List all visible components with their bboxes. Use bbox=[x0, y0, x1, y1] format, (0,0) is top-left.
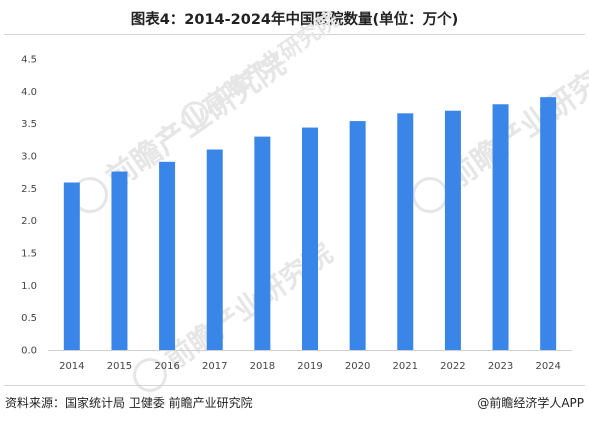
watermark-text: 前瞻产业研究院 bbox=[440, 47, 589, 196]
y-tick-label: 3.0 bbox=[21, 152, 37, 163]
x-axis: 2014 2015 2016 2017 2018 2019 2020 2021 2022 2023… bbox=[59, 361, 561, 372]
credit-note: @前瞻经济学人APP bbox=[477, 396, 584, 410]
y-tick-label: 0.0 bbox=[21, 346, 37, 357]
bar-2016 bbox=[159, 161, 176, 350]
source-note: 资料来源：国家统计局 卫健委 前瞻产业研究院 bbox=[5, 396, 253, 410]
bar-2019 bbox=[302, 127, 318, 350]
x-tick-label: 2018 bbox=[250, 361, 275, 372]
x-tick-label: 2016 bbox=[154, 361, 179, 372]
y-tick-label: 2.0 bbox=[21, 216, 37, 227]
bar-2021 bbox=[397, 113, 414, 350]
bar-2024 bbox=[540, 97, 557, 351]
title-divider bbox=[4, 34, 585, 35]
x-tick-label: 2022 bbox=[440, 361, 465, 372]
x-tick-label: 2021 bbox=[393, 361, 418, 372]
bar-2014 bbox=[63, 182, 80, 350]
bar-2022 bbox=[444, 110, 461, 350]
chart-title: 图表4：2014-2024年中国医院数量(单位：万个) bbox=[130, 12, 459, 28]
y-tick-label: 1.5 bbox=[21, 249, 37, 260]
bar-2015 bbox=[111, 171, 128, 350]
bar-2017 bbox=[206, 149, 223, 350]
y-tick-label: 4.0 bbox=[21, 87, 37, 98]
bar-2020 bbox=[349, 121, 366, 350]
bar-2023 bbox=[492, 104, 509, 351]
y-tick-label: 2.5 bbox=[21, 184, 37, 195]
y-tick-label: 3.5 bbox=[21, 119, 37, 130]
y-tick-label: 4.5 bbox=[21, 55, 37, 66]
y-tick-label: 0.5 bbox=[21, 313, 37, 324]
y-tick-label: 1.0 bbox=[21, 281, 37, 292]
x-tick-label: 2015 bbox=[107, 361, 132, 372]
footer-divider bbox=[4, 385, 585, 386]
x-tick-label: 2024 bbox=[535, 361, 560, 372]
watermark-text: 前瞻产业研究院 bbox=[202, 6, 343, 116]
y-axis: 0.0 0.5 1.0 1.5 2.0 2.5 3.0 3.5 4.0 4.5 bbox=[21, 55, 37, 357]
x-tick-label: 2017 bbox=[202, 361, 227, 372]
x-tick-label: 2020 bbox=[345, 361, 370, 372]
bar-series bbox=[63, 97, 557, 351]
x-tick-label: 2014 bbox=[59, 361, 84, 372]
bar-2018 bbox=[254, 136, 271, 350]
x-tick-label: 2019 bbox=[297, 361, 322, 372]
x-tick-label: 2023 bbox=[488, 361, 513, 372]
